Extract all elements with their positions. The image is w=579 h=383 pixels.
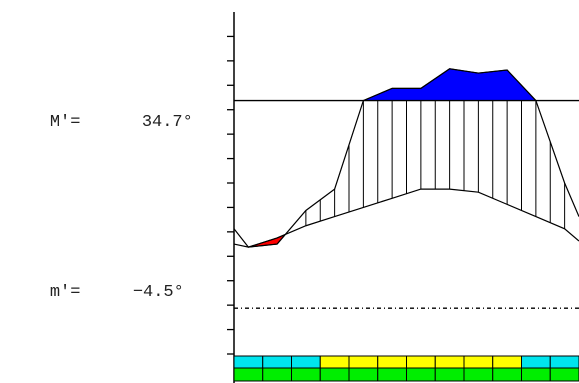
strip-top-segment xyxy=(492,355,522,369)
strip-bottom-segment xyxy=(291,367,321,382)
strip-top-segment xyxy=(262,355,292,369)
strip-bottom-segment xyxy=(521,367,551,382)
strip-bottom-segment xyxy=(406,367,436,382)
upper-curve xyxy=(233,68,579,248)
max-readout: M′= xyxy=(9,94,81,151)
strip-bottom-segment xyxy=(463,367,494,382)
strip-top-segment xyxy=(319,355,350,369)
strip-bottom-segment xyxy=(233,367,264,382)
min-label: m′= xyxy=(49,283,81,302)
strip-bottom-segment xyxy=(377,367,407,382)
strip-bottom-segment xyxy=(348,367,379,382)
min-readout: m′= xyxy=(9,264,81,321)
lower-curve xyxy=(233,188,579,248)
max-label: M′= xyxy=(49,113,81,132)
strip-top-segment xyxy=(549,355,579,369)
max-value: 34.7° xyxy=(141,113,193,132)
strip-top-segment xyxy=(377,355,407,369)
strip-top-segment xyxy=(463,355,494,369)
strip-top-segment xyxy=(233,355,264,369)
strip-bottom-segment xyxy=(262,367,292,382)
strip-top-segment xyxy=(291,355,321,369)
strip-bottom-segment xyxy=(319,367,350,382)
min-value: −4.5° xyxy=(132,283,184,302)
strip-top-segment xyxy=(348,355,379,369)
strip-bottom-segment xyxy=(492,367,522,382)
strip-top-segment xyxy=(434,355,465,369)
strip-bottom-segment xyxy=(549,367,579,382)
strip-top-segment xyxy=(406,355,436,369)
strip-top-segment xyxy=(521,355,551,369)
max-value-readout: 34.7° xyxy=(101,94,193,151)
min-value-readout: −4.5° xyxy=(92,264,184,321)
strip-bottom-segment xyxy=(434,367,465,382)
